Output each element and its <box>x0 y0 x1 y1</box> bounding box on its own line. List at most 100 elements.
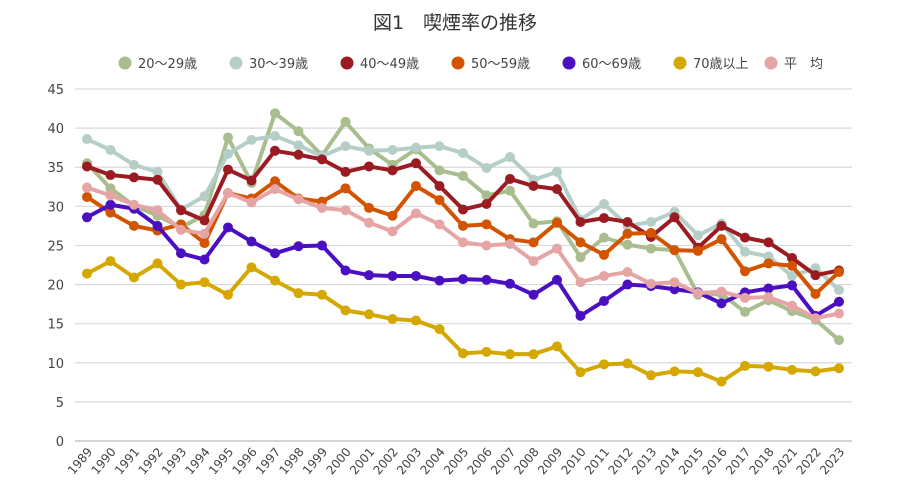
series-4 <box>82 199 844 321</box>
data-point <box>787 252 797 263</box>
data-point <box>834 267 844 278</box>
x-tick-label: 1989 <box>65 445 95 477</box>
data-point <box>575 237 586 248</box>
data-point <box>411 270 421 281</box>
data-point <box>834 296 844 307</box>
data-point <box>599 359 609 370</box>
legend-item: 30～39歳 <box>229 56 308 72</box>
data-point <box>552 166 562 177</box>
data-point <box>481 274 492 285</box>
data-point <box>340 141 351 152</box>
data-point <box>246 134 257 145</box>
data-point <box>552 217 562 228</box>
y-tick-label: 35 <box>47 161 64 176</box>
chart-title: 図1 喫煙率の推移 <box>373 12 537 34</box>
data-point <box>434 219 445 230</box>
data-point <box>434 165 445 176</box>
data-point <box>481 346 492 357</box>
data-point <box>505 152 515 163</box>
x-tick-label: 2001 <box>347 445 377 477</box>
data-point <box>223 222 233 233</box>
data-point <box>810 313 821 324</box>
data-point <box>693 367 703 378</box>
data-point <box>763 283 774 294</box>
x-tick-label: 2006 <box>464 445 494 477</box>
data-point <box>505 278 515 289</box>
data-point <box>552 274 562 285</box>
data-point <box>152 166 163 177</box>
data-point <box>246 262 257 273</box>
data-point <box>434 180 445 191</box>
data-point <box>152 205 163 216</box>
data-point <box>740 360 750 371</box>
data-point <box>176 224 186 235</box>
data-point <box>223 188 233 199</box>
data-point <box>575 216 586 227</box>
data-point <box>105 183 116 194</box>
x-tick-label: 2012 <box>605 445 635 477</box>
legend-marker <box>340 56 354 70</box>
data-point <box>693 288 703 299</box>
data-point <box>763 237 774 248</box>
data-point <box>693 230 703 241</box>
x-tick-label: 2018 <box>746 445 776 477</box>
data-point <box>82 182 92 193</box>
y-tick-label: 0 <box>56 435 64 450</box>
data-point <box>622 228 633 239</box>
data-point <box>105 207 116 218</box>
data-point <box>434 195 445 206</box>
data-point <box>82 191 92 202</box>
data-point <box>622 239 633 250</box>
legend-label: 20～29歳 <box>138 57 197 72</box>
data-point <box>810 288 821 299</box>
legend-item: 40～49歳 <box>340 56 419 72</box>
data-point <box>411 208 421 219</box>
data-point <box>364 202 374 213</box>
data-point <box>270 130 280 141</box>
data-point <box>528 180 539 191</box>
y-tick-label: 30 <box>47 200 64 215</box>
data-point <box>693 245 703 256</box>
data-point <box>599 270 609 281</box>
data-point <box>646 278 656 289</box>
legend-item: 平 均 <box>764 56 823 72</box>
data-point <box>669 277 680 288</box>
legend-item: 20～29歳 <box>118 56 197 72</box>
data-point <box>834 285 844 296</box>
data-point <box>622 358 633 369</box>
series-6 <box>82 182 844 324</box>
data-point <box>528 237 539 248</box>
data-point <box>364 217 374 228</box>
data-point <box>646 243 656 254</box>
data-point <box>387 226 398 237</box>
x-tick-label: 1994 <box>182 445 212 477</box>
data-point <box>763 258 774 269</box>
data-point <box>293 126 304 137</box>
data-point <box>505 173 515 184</box>
data-point <box>646 370 656 381</box>
data-point <box>505 349 515 360</box>
data-point <box>293 241 304 252</box>
data-point <box>199 238 210 249</box>
x-tick-label: 2009 <box>535 445 565 477</box>
data-point <box>787 364 797 375</box>
data-point <box>763 292 774 303</box>
data-point <box>152 258 163 269</box>
data-point <box>575 252 586 263</box>
data-point <box>646 216 656 227</box>
data-point <box>317 240 327 251</box>
data-point <box>199 191 210 202</box>
data-point <box>552 341 562 352</box>
x-tick-label: 2023 <box>817 445 847 477</box>
data-point <box>599 295 609 306</box>
data-point <box>716 376 727 387</box>
data-point <box>364 145 374 156</box>
legend-marker <box>673 56 687 70</box>
data-point <box>787 280 797 291</box>
data-point <box>599 249 609 260</box>
x-tick-label: 2004 <box>417 445 447 477</box>
data-point <box>411 142 421 153</box>
y-axis: 0 5 10 15 20 25 30 35 40 45 <box>47 83 64 450</box>
data-point <box>434 275 445 286</box>
